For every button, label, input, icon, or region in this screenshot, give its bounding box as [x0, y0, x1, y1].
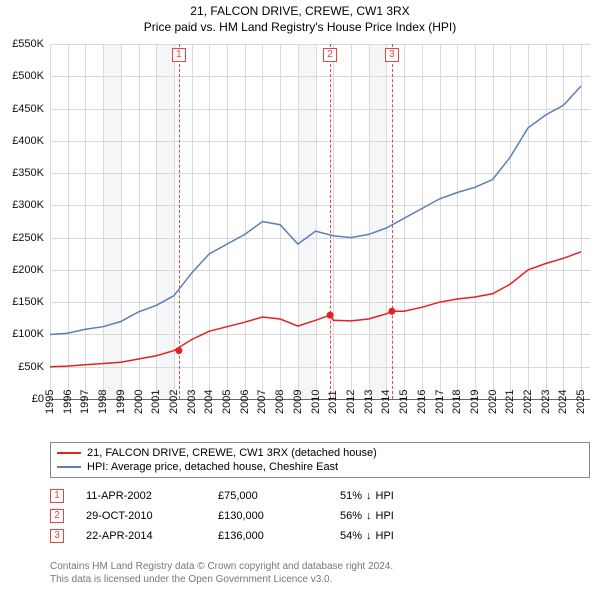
- x-tick-label: 1997: [79, 390, 91, 414]
- y-tick-label: £300K: [12, 199, 44, 211]
- down-arrow-icon: ↓: [366, 510, 372, 522]
- series-line: [50, 86, 581, 335]
- sale-point: [175, 347, 182, 354]
- sale-row: 1 11-APR-2002 £75,000 51% ↓ HPI: [50, 486, 590, 506]
- x-tick-label: 2021: [504, 390, 516, 414]
- chart-container: 21, FALCON DRIVE, CREWE, CW1 3RX Price p…: [0, 0, 600, 590]
- chart-title: 21, FALCON DRIVE, CREWE, CW1 3RX: [0, 0, 600, 18]
- x-tick-label: 2025: [575, 390, 587, 414]
- footer-line-1: Contains HM Land Registry data © Crown c…: [50, 560, 590, 573]
- x-tick-label: 2014: [380, 390, 392, 414]
- x-tick-label: 2017: [434, 390, 446, 414]
- sale-badge: 1: [50, 489, 64, 503]
- sale-pct: 56%: [340, 510, 362, 522]
- y-tick-label: £0: [32, 393, 44, 405]
- sale-row: 2 29-OCT-2010 £130,000 56% ↓ HPI: [50, 506, 590, 526]
- x-tick-label: 1995: [44, 390, 56, 414]
- y-tick-label: £100K: [12, 328, 44, 340]
- legend-label-property: 21, FALCON DRIVE, CREWE, CW1 3RX (detach…: [87, 447, 377, 459]
- sale-price: £75,000: [218, 490, 318, 502]
- sale-vs-hpi: 51% ↓ HPI: [340, 490, 394, 502]
- x-tick-label: 2010: [310, 390, 322, 414]
- x-tick-label: 2000: [133, 390, 145, 414]
- x-tick-label: 2005: [221, 390, 233, 414]
- x-tick-label: 2003: [186, 390, 198, 414]
- y-tick-label: £450K: [12, 103, 44, 115]
- down-arrow-icon: ↓: [366, 490, 372, 502]
- sale-price: £130,000: [218, 510, 318, 522]
- y-tick-label: £550K: [12, 38, 44, 50]
- x-tick-label: 2024: [557, 390, 569, 414]
- x-tick-label: 2001: [150, 390, 162, 414]
- x-tick-label: 1998: [97, 390, 109, 414]
- x-axis: 1995199619971998199920002001200220032004…: [50, 400, 590, 440]
- x-tick-label: 2018: [451, 390, 463, 414]
- y-tick-label: £500K: [12, 70, 44, 82]
- y-tick-label: £150K: [12, 296, 44, 308]
- plot-area: 1 2 3: [50, 44, 590, 399]
- y-tick-label: £200K: [12, 264, 44, 276]
- event-marker: 1: [172, 48, 186, 62]
- x-tick-label: 2006: [239, 390, 251, 414]
- legend: 21, FALCON DRIVE, CREWE, CW1 3RX (detach…: [50, 442, 590, 478]
- legend-swatch-property: [57, 452, 81, 454]
- x-tick-label: 2023: [540, 390, 552, 414]
- sale-date: 11-APR-2002: [86, 490, 196, 502]
- down-arrow-icon: ↓: [366, 530, 372, 542]
- series-line: [50, 252, 581, 367]
- x-tick-label: 2013: [363, 390, 375, 414]
- sale-vs-label: HPI: [376, 530, 394, 542]
- x-tick-label: 1999: [115, 390, 127, 414]
- x-tick-label: 2022: [522, 390, 534, 414]
- x-tick-label: 2012: [345, 390, 357, 414]
- x-tick-label: 2008: [274, 390, 286, 414]
- x-tick-label: 2016: [416, 390, 428, 414]
- sale-date: 29-OCT-2010: [86, 510, 196, 522]
- x-tick-label: 2009: [292, 390, 304, 414]
- y-tick-label: £50K: [18, 361, 44, 373]
- footer-line-2: This data is licensed under the Open Gov…: [50, 573, 590, 586]
- sale-badge: 2: [50, 509, 64, 523]
- sale-pct: 54%: [340, 530, 362, 542]
- sales-table: 1 11-APR-2002 £75,000 51% ↓ HPI 2 29-OCT-2010 £1…: [50, 486, 590, 546]
- chart-subtitle: Price paid vs. HM Land Registry's House …: [0, 18, 600, 34]
- sale-point: [388, 308, 395, 315]
- plot-svg: [50, 44, 590, 399]
- y-tick-label: £350K: [12, 167, 44, 179]
- legend-swatch-hpi: [57, 466, 81, 468]
- sale-row: 3 22-APR-2014 £136,000 54% ↓ HPI: [50, 526, 590, 546]
- sale-vs-hpi: 56% ↓ HPI: [340, 510, 394, 522]
- x-tick-label: 2002: [168, 390, 180, 414]
- legend-label-hpi: HPI: Average price, detached house, Ches…: [87, 461, 338, 473]
- event-marker: 3: [385, 48, 399, 62]
- x-tick-label: 2020: [487, 390, 499, 414]
- legend-item-hpi: HPI: Average price, detached house, Ches…: [57, 460, 583, 474]
- sale-point: [327, 312, 334, 319]
- footer-attribution: Contains HM Land Registry data © Crown c…: [50, 560, 590, 586]
- y-axis: £0£50K£100K£150K£200K£250K£300K£350K£400…: [0, 44, 48, 399]
- sale-pct: 51%: [340, 490, 362, 502]
- x-tick-label: 1996: [62, 390, 74, 414]
- sale-date: 22-APR-2014: [86, 530, 196, 542]
- x-tick-label: 2019: [469, 390, 481, 414]
- sale-vs-label: HPI: [376, 490, 394, 502]
- sale-price: £136,000: [218, 530, 318, 542]
- x-tick-label: 2004: [203, 390, 215, 414]
- sale-vs-label: HPI: [376, 510, 394, 522]
- sale-vs-hpi: 54% ↓ HPI: [340, 530, 394, 542]
- event-marker: 2: [323, 48, 337, 62]
- x-tick-label: 2011: [327, 390, 339, 414]
- y-tick-label: £400K: [12, 135, 44, 147]
- x-tick-label: 2015: [398, 390, 410, 414]
- y-tick-label: £250K: [12, 232, 44, 244]
- sale-badge: 3: [50, 529, 64, 543]
- legend-item-property: 21, FALCON DRIVE, CREWE, CW1 3RX (detach…: [57, 446, 583, 460]
- x-tick-label: 2007: [256, 390, 268, 414]
